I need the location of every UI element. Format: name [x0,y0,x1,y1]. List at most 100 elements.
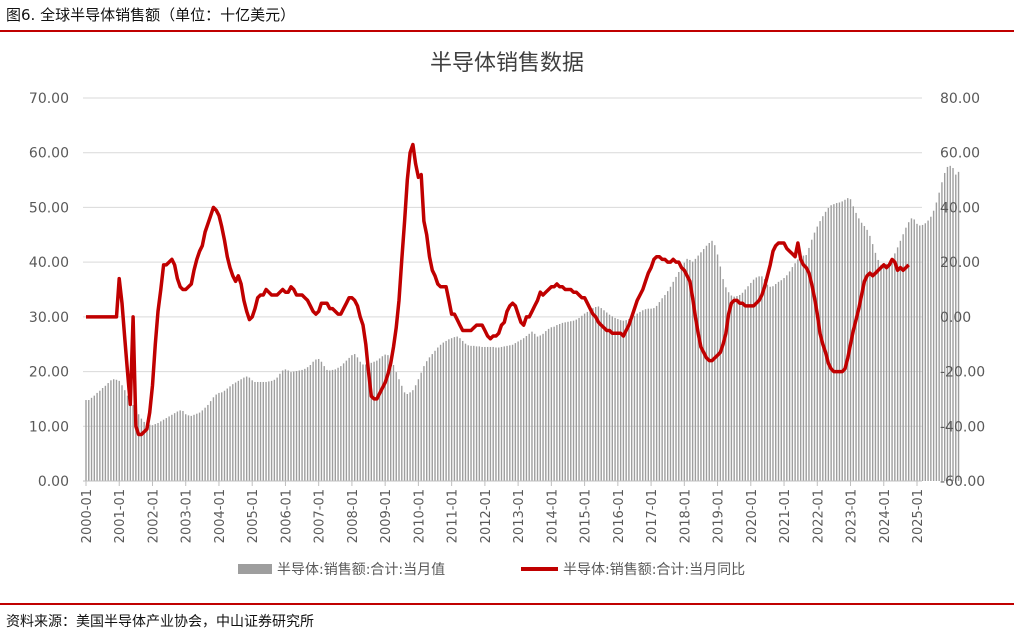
bar [669,286,672,481]
x-tick-label: 2013-01 [512,489,527,543]
bar [96,392,98,481]
bar [946,166,949,481]
bar [655,305,658,481]
bar [209,401,212,481]
bar [794,263,796,481]
bar [176,411,179,481]
bar [478,346,481,481]
bar [132,404,134,481]
bar [847,198,849,481]
bar [642,310,644,481]
y-tick-label-right: -60.00 [940,474,985,490]
bar [536,336,539,481]
bar [378,358,381,481]
bar [888,262,890,481]
bar [409,392,411,481]
bar [392,365,395,481]
bar [841,201,843,481]
bar [146,424,148,481]
bar [356,357,359,481]
bar [564,322,566,481]
bar [284,369,287,481]
bar [653,308,655,481]
bar [539,335,541,481]
bar [315,359,317,481]
x-tick-label: 2007-01 [313,489,328,543]
x-tick-label: 2025-01 [911,489,926,543]
x-tick-label: 2000-01 [80,489,95,543]
bar [932,210,935,481]
bar [484,346,486,481]
bar [121,385,123,481]
bar [561,322,564,481]
bar [367,363,370,481]
bar [614,317,616,481]
source-note: 资料来源：美国半导体产业协会，中山证券研究所 [6,614,314,630]
bar [135,409,137,481]
bar [880,264,882,481]
bar [739,294,741,481]
bar [855,212,857,481]
bar [129,400,132,481]
bar [619,320,622,481]
bar [741,292,744,481]
bar [644,309,647,481]
bar [143,421,145,481]
bar [700,252,702,481]
bar [697,255,699,481]
bar [835,203,838,481]
bar [428,357,431,481]
bar [916,223,918,482]
bar [276,377,278,481]
bar [243,377,245,481]
bar [262,381,264,481]
bar [359,361,361,481]
bar [606,312,608,481]
bar [630,317,633,481]
bar [628,319,630,481]
bar [578,317,580,481]
bar [439,344,442,481]
bar [575,319,577,481]
bar [406,394,409,481]
bar [115,379,118,481]
bar [370,362,373,481]
y-tick-label-right: -40.00 [940,419,985,435]
bar [775,284,777,481]
x-tick-label: 2012-01 [479,489,494,543]
bar [802,255,805,481]
bar [234,382,237,481]
bar [553,326,555,481]
bar [783,278,785,481]
bar [625,320,627,481]
y-tick-label-left: 0.00 [38,474,69,490]
bar [899,240,902,481]
x-tick-label: 2016-01 [612,489,627,543]
bar [597,306,600,481]
bar [201,410,204,481]
bar [204,407,206,481]
bar [622,320,625,481]
bar [678,271,680,481]
bar [919,225,921,481]
y-axis-right: -60.00 -40.00 -20.00 0.00 20.00 40.00 60.00 80.… [940,91,985,490]
bar [373,361,375,481]
bar [492,346,494,481]
bar [317,358,320,481]
bar [772,286,774,481]
bar [279,373,281,481]
y-tick-label-right: 20.00 [940,255,980,271]
bar [935,202,938,482]
bar [611,316,613,481]
bar [459,338,461,481]
bar [921,224,924,482]
bar [331,369,334,481]
bar [788,271,791,481]
bar [874,252,877,481]
bar [797,259,799,481]
bar [190,415,192,481]
bar [860,222,863,481]
bar [639,311,641,481]
bar [517,341,519,481]
bar [298,370,300,481]
